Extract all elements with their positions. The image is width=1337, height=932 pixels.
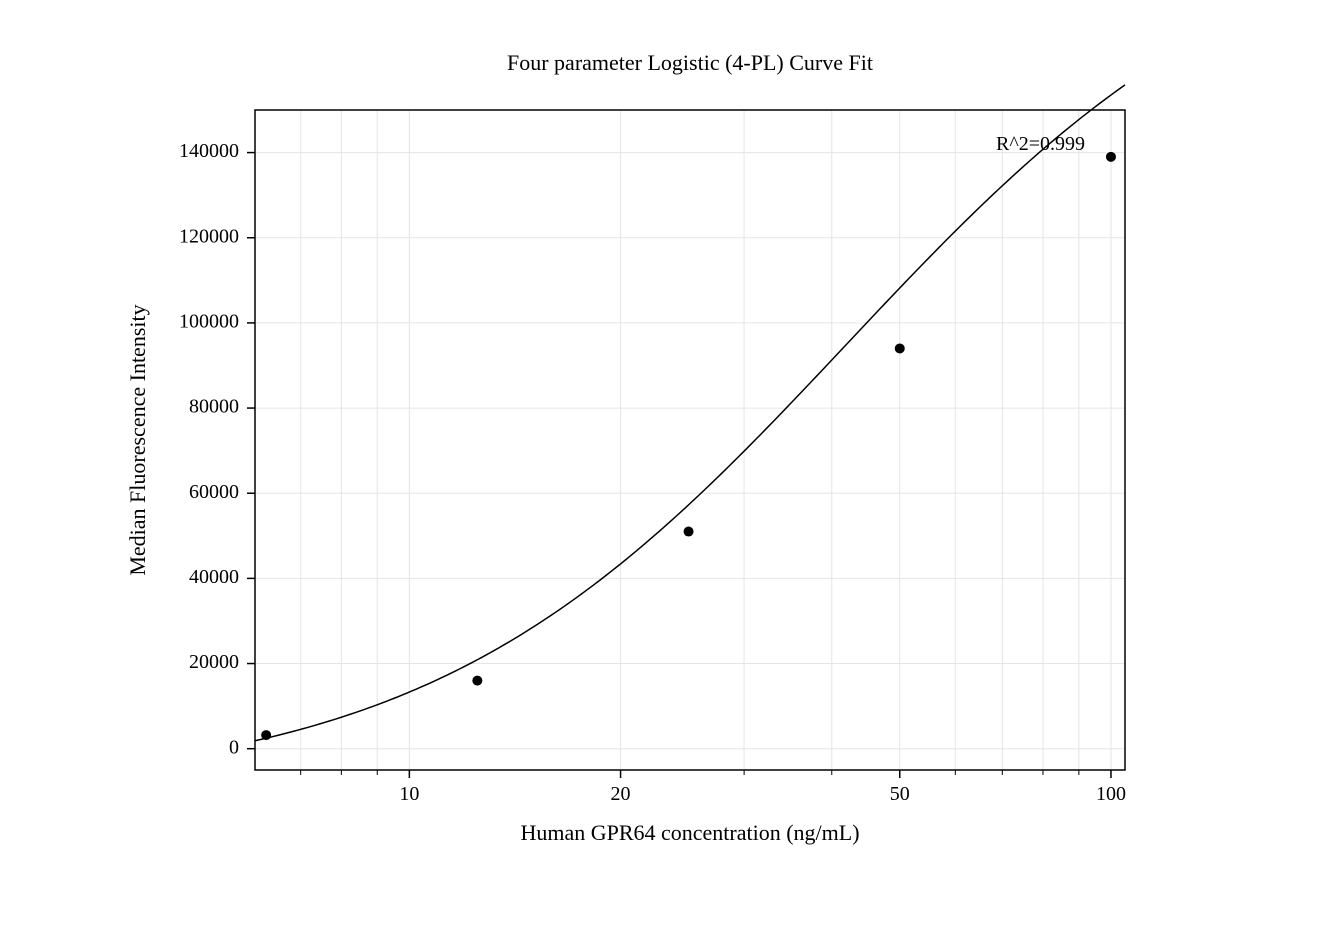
y-tick-label: 80000	[189, 396, 239, 418]
x-tick-label: 20	[611, 783, 631, 805]
y-tick-label: 140000	[179, 140, 239, 162]
data-point	[472, 676, 482, 686]
data-point	[1106, 152, 1116, 162]
y-tick-label: 20000	[189, 651, 239, 673]
data-point	[895, 343, 905, 353]
x-tick-label: 10	[399, 783, 419, 805]
r-squared-annotation: R^2=0.999	[996, 133, 1085, 155]
y-tick-label: 60000	[189, 481, 239, 503]
y-tick-label: 100000	[179, 310, 239, 332]
x-tick-label: 100	[1096, 783, 1126, 805]
chart-container: 0 20000 40000 60000 80000 100000 120000 140000 1…	[0, 0, 1337, 932]
x-axis-label: Human GPR64 concentration (ng/mL)	[520, 820, 859, 845]
data-point	[684, 527, 694, 537]
chart-svg: 0 20000 40000 60000 80000 100000 120000 140000 1…	[0, 0, 1337, 932]
x-tick-label: 50	[890, 783, 910, 805]
y-tick-label: 0	[229, 736, 239, 758]
chart-title: Four parameter Logistic (4-PL) Curve Fit	[507, 50, 873, 75]
y-tick-label: 120000	[179, 225, 239, 247]
data-point	[261, 730, 271, 740]
y-axis-label: Median Fluorescence Intensity	[125, 304, 150, 575]
y-tick-label: 40000	[189, 566, 239, 588]
